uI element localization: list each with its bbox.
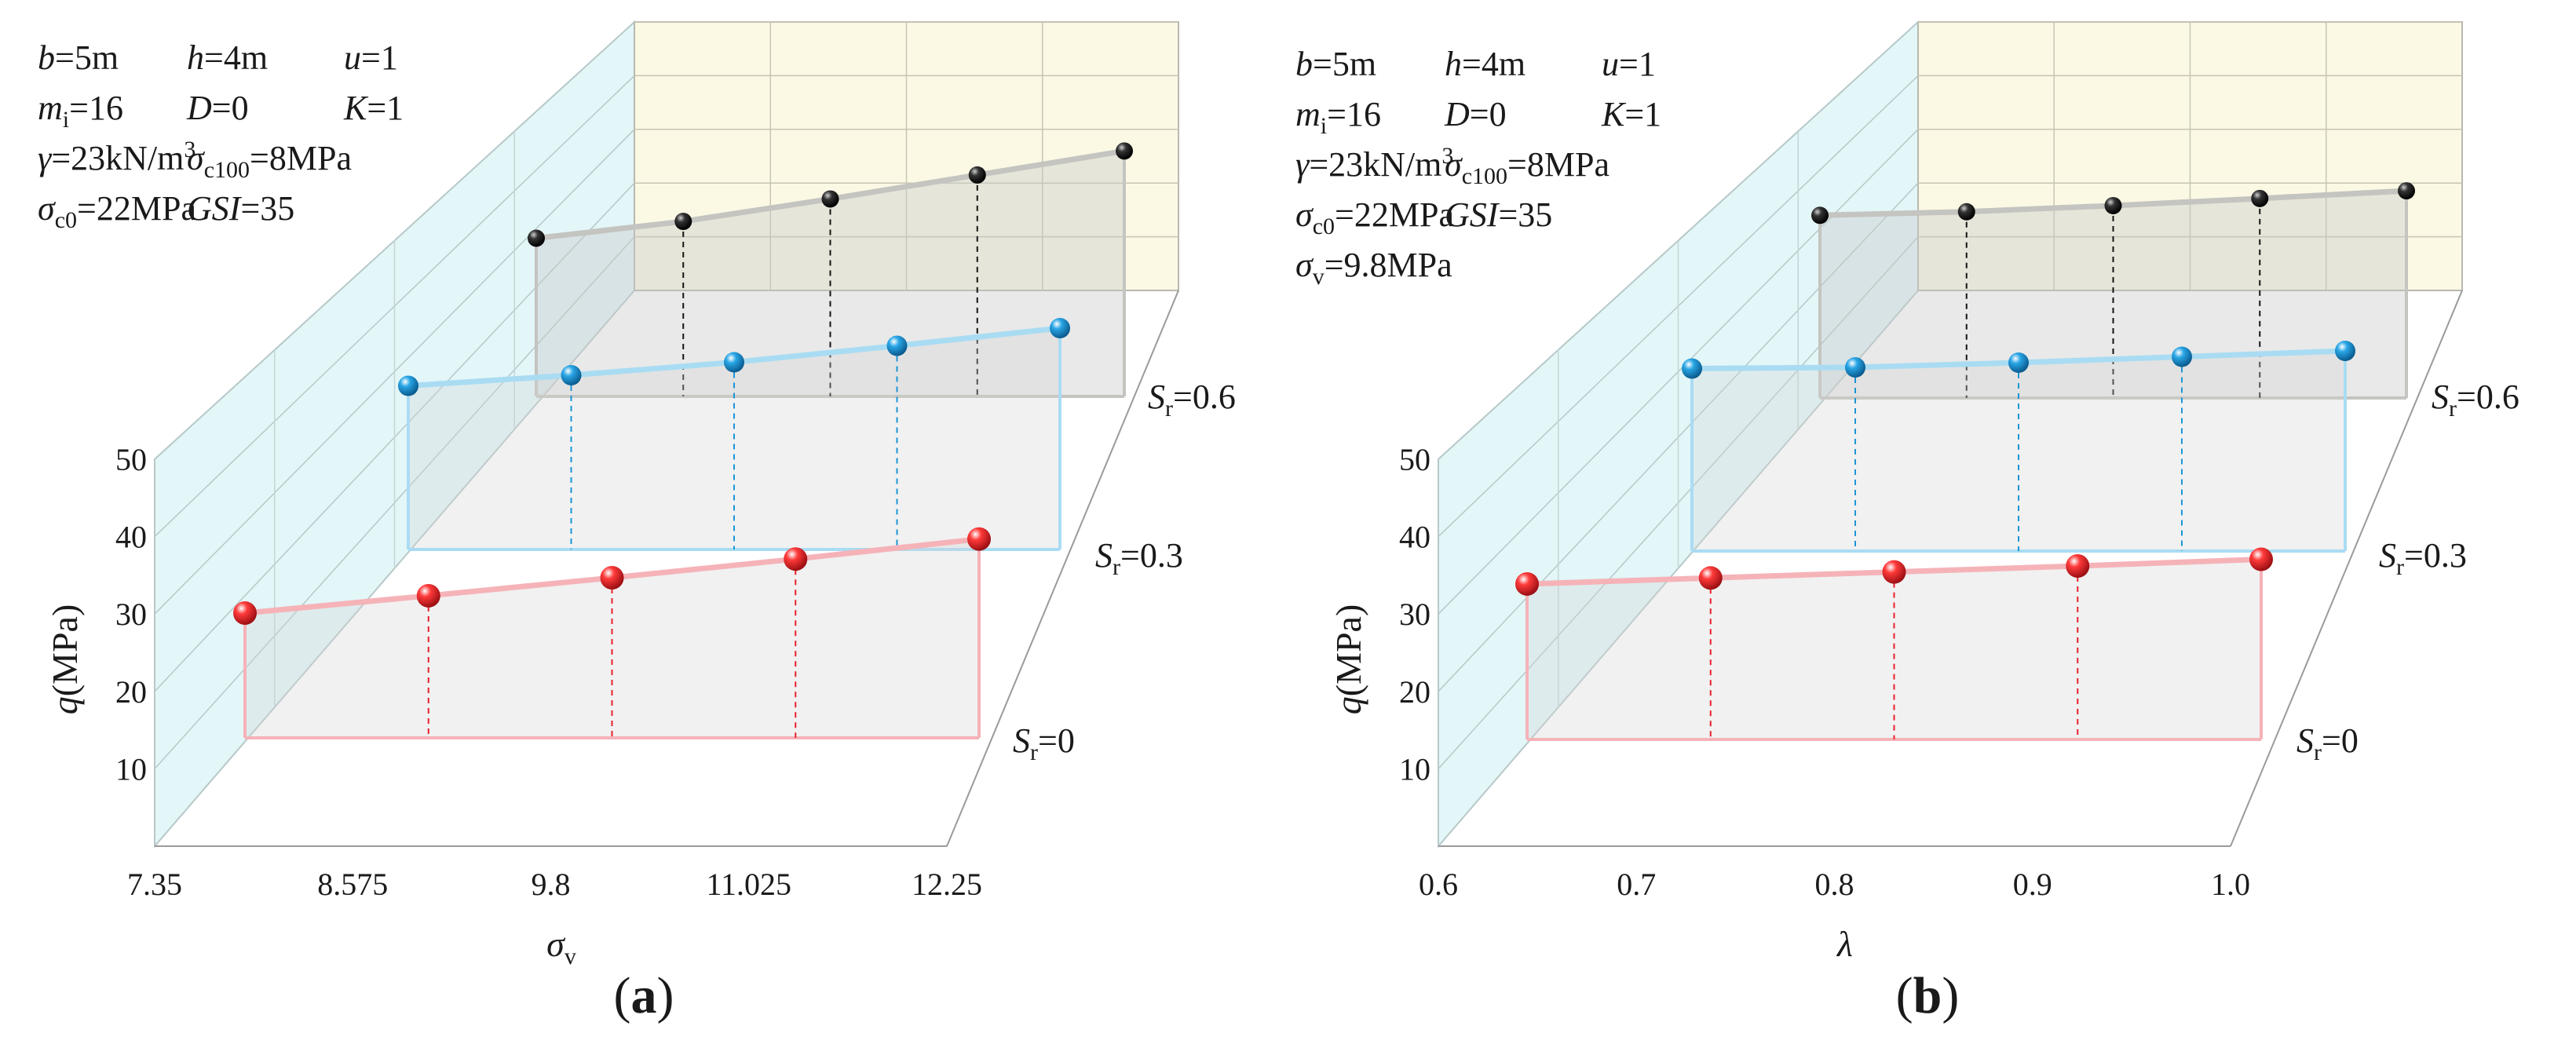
param-text: u=1 [344,38,398,77]
data-point [784,547,808,571]
x-tick-label: 0.6 [1419,867,1458,902]
floor-right-edge [946,290,1179,847]
x-axis-label: σv [546,924,576,969]
series-Sr=0: Sr=0 [233,527,1075,765]
param-text: γ=23kN/m3 [1295,143,1453,184]
x-axis-label: λ [1836,924,1853,964]
data-point [561,365,582,385]
data-point [1116,142,1133,160]
param-text: h=4m [187,38,268,77]
param-text: σv=9.8MPa [1295,246,1452,290]
data-point [1050,318,1070,338]
y-tick-label: 40 [115,520,147,555]
data-point [1682,358,1702,379]
data-point [2251,189,2269,207]
y-tick-label: 10 [1399,751,1431,787]
data-point [233,601,257,626]
param-text: GSI=35 [187,189,294,228]
param-text: h=4m [1445,45,1526,83]
data-point [2104,196,2122,214]
data-point [1698,566,1723,590]
data-point [724,352,744,373]
param-text: b=5m [1295,45,1376,83]
panel-label: (b) [1896,967,1960,1024]
data-point [2335,341,2355,361]
data-point [968,166,986,184]
param-text: mi=16 [1295,95,1381,139]
series-Sr=0.6: Sr=0.6 [1811,182,2519,422]
series-label: Sr=0 [2296,721,2359,765]
param-text: σc0=22MPa [38,189,196,233]
data-point [1811,206,1829,224]
y-axis-label: q(MPa) [1328,604,1368,715]
data-point [398,375,418,396]
series-label: Sr=0.6 [1148,378,1236,422]
y-tick-label: 30 [1399,597,1431,632]
param-text: K=1 [1601,95,1661,133]
y-tick-label: 20 [115,674,147,710]
param-text: γ=23kN/m3 [38,137,195,177]
series-label: Sr=0.3 [2379,536,2467,580]
panel-b: Sr=0.6 Sr=0.3 Sr=0 10 20 30 40 50 q(MPa) 0.6 0.7 0.… [1295,20,2519,1024]
x-tick-label: 12.25 [912,867,982,902]
param-text: σc100=8MPa [187,139,352,183]
series-label: Sr=0.3 [1095,536,1183,580]
series-Sr=0.3: Sr=0.3 [398,318,1183,580]
param-text: K=1 [343,89,404,127]
y-tick-label: 20 [1399,674,1431,710]
param-text: b=5m [38,38,119,77]
x-tick-label: 0.8 [1815,867,1854,902]
param-text: D=0 [1444,95,1507,133]
y-axis-label: q(MPa) [45,604,85,715]
data-point [967,527,991,551]
data-point [1515,571,1539,596]
floor-right-edge [2230,290,2463,847]
series-Sr=0.3: Sr=0.3 [1682,341,2467,580]
param-text: σc0=22MPa [1295,195,1454,239]
series-Sr=0: Sr=0 [1515,547,2359,765]
x-tick-label: 8.575 [317,867,388,902]
data-point [2249,547,2273,571]
x-tick-label: 9.8 [532,867,571,902]
data-point [674,213,692,231]
param-text: mi=16 [38,89,123,133]
y-tick-label: 50 [1399,442,1431,477]
data-point [416,583,440,608]
y-tick-label: 40 [1399,520,1431,555]
data-point [821,190,839,208]
panel-label: (a) [614,967,674,1024]
data-point [2008,352,2029,373]
data-point [1882,560,1906,584]
data-point [2398,182,2415,200]
x-tick-label: 1.0 [2211,867,2250,902]
x-tick-label: 11.025 [706,867,791,902]
param-text: σc100=8MPa [1445,145,1610,189]
param-text: GSI=35 [1445,195,1552,234]
x-tick-label: 0.9 [2013,867,2052,902]
x-tick-label: 0.7 [1617,867,1656,902]
series-label: Sr=0 [1013,721,1075,765]
data-point [600,566,624,590]
param-text: D=0 [186,89,249,127]
panel-a: Sr=0.6 Sr=0.3 Sr=0 10 20 30 40 50 q(MPa) 7.35 8.57… [38,20,1236,1024]
data-point [2172,346,2192,367]
y-tick-label: 10 [115,751,147,787]
data-point [886,335,908,356]
x-tick-label: 7.35 [127,867,182,902]
y-tick-label: 50 [115,442,147,477]
data-point [528,229,545,247]
series-label: Sr=0.6 [2432,378,2519,422]
y-tick-label: 30 [115,597,147,632]
param-text: u=1 [1602,45,1656,83]
data-point [1845,357,1865,378]
data-point [1957,203,1975,221]
data-point [2066,554,2090,578]
